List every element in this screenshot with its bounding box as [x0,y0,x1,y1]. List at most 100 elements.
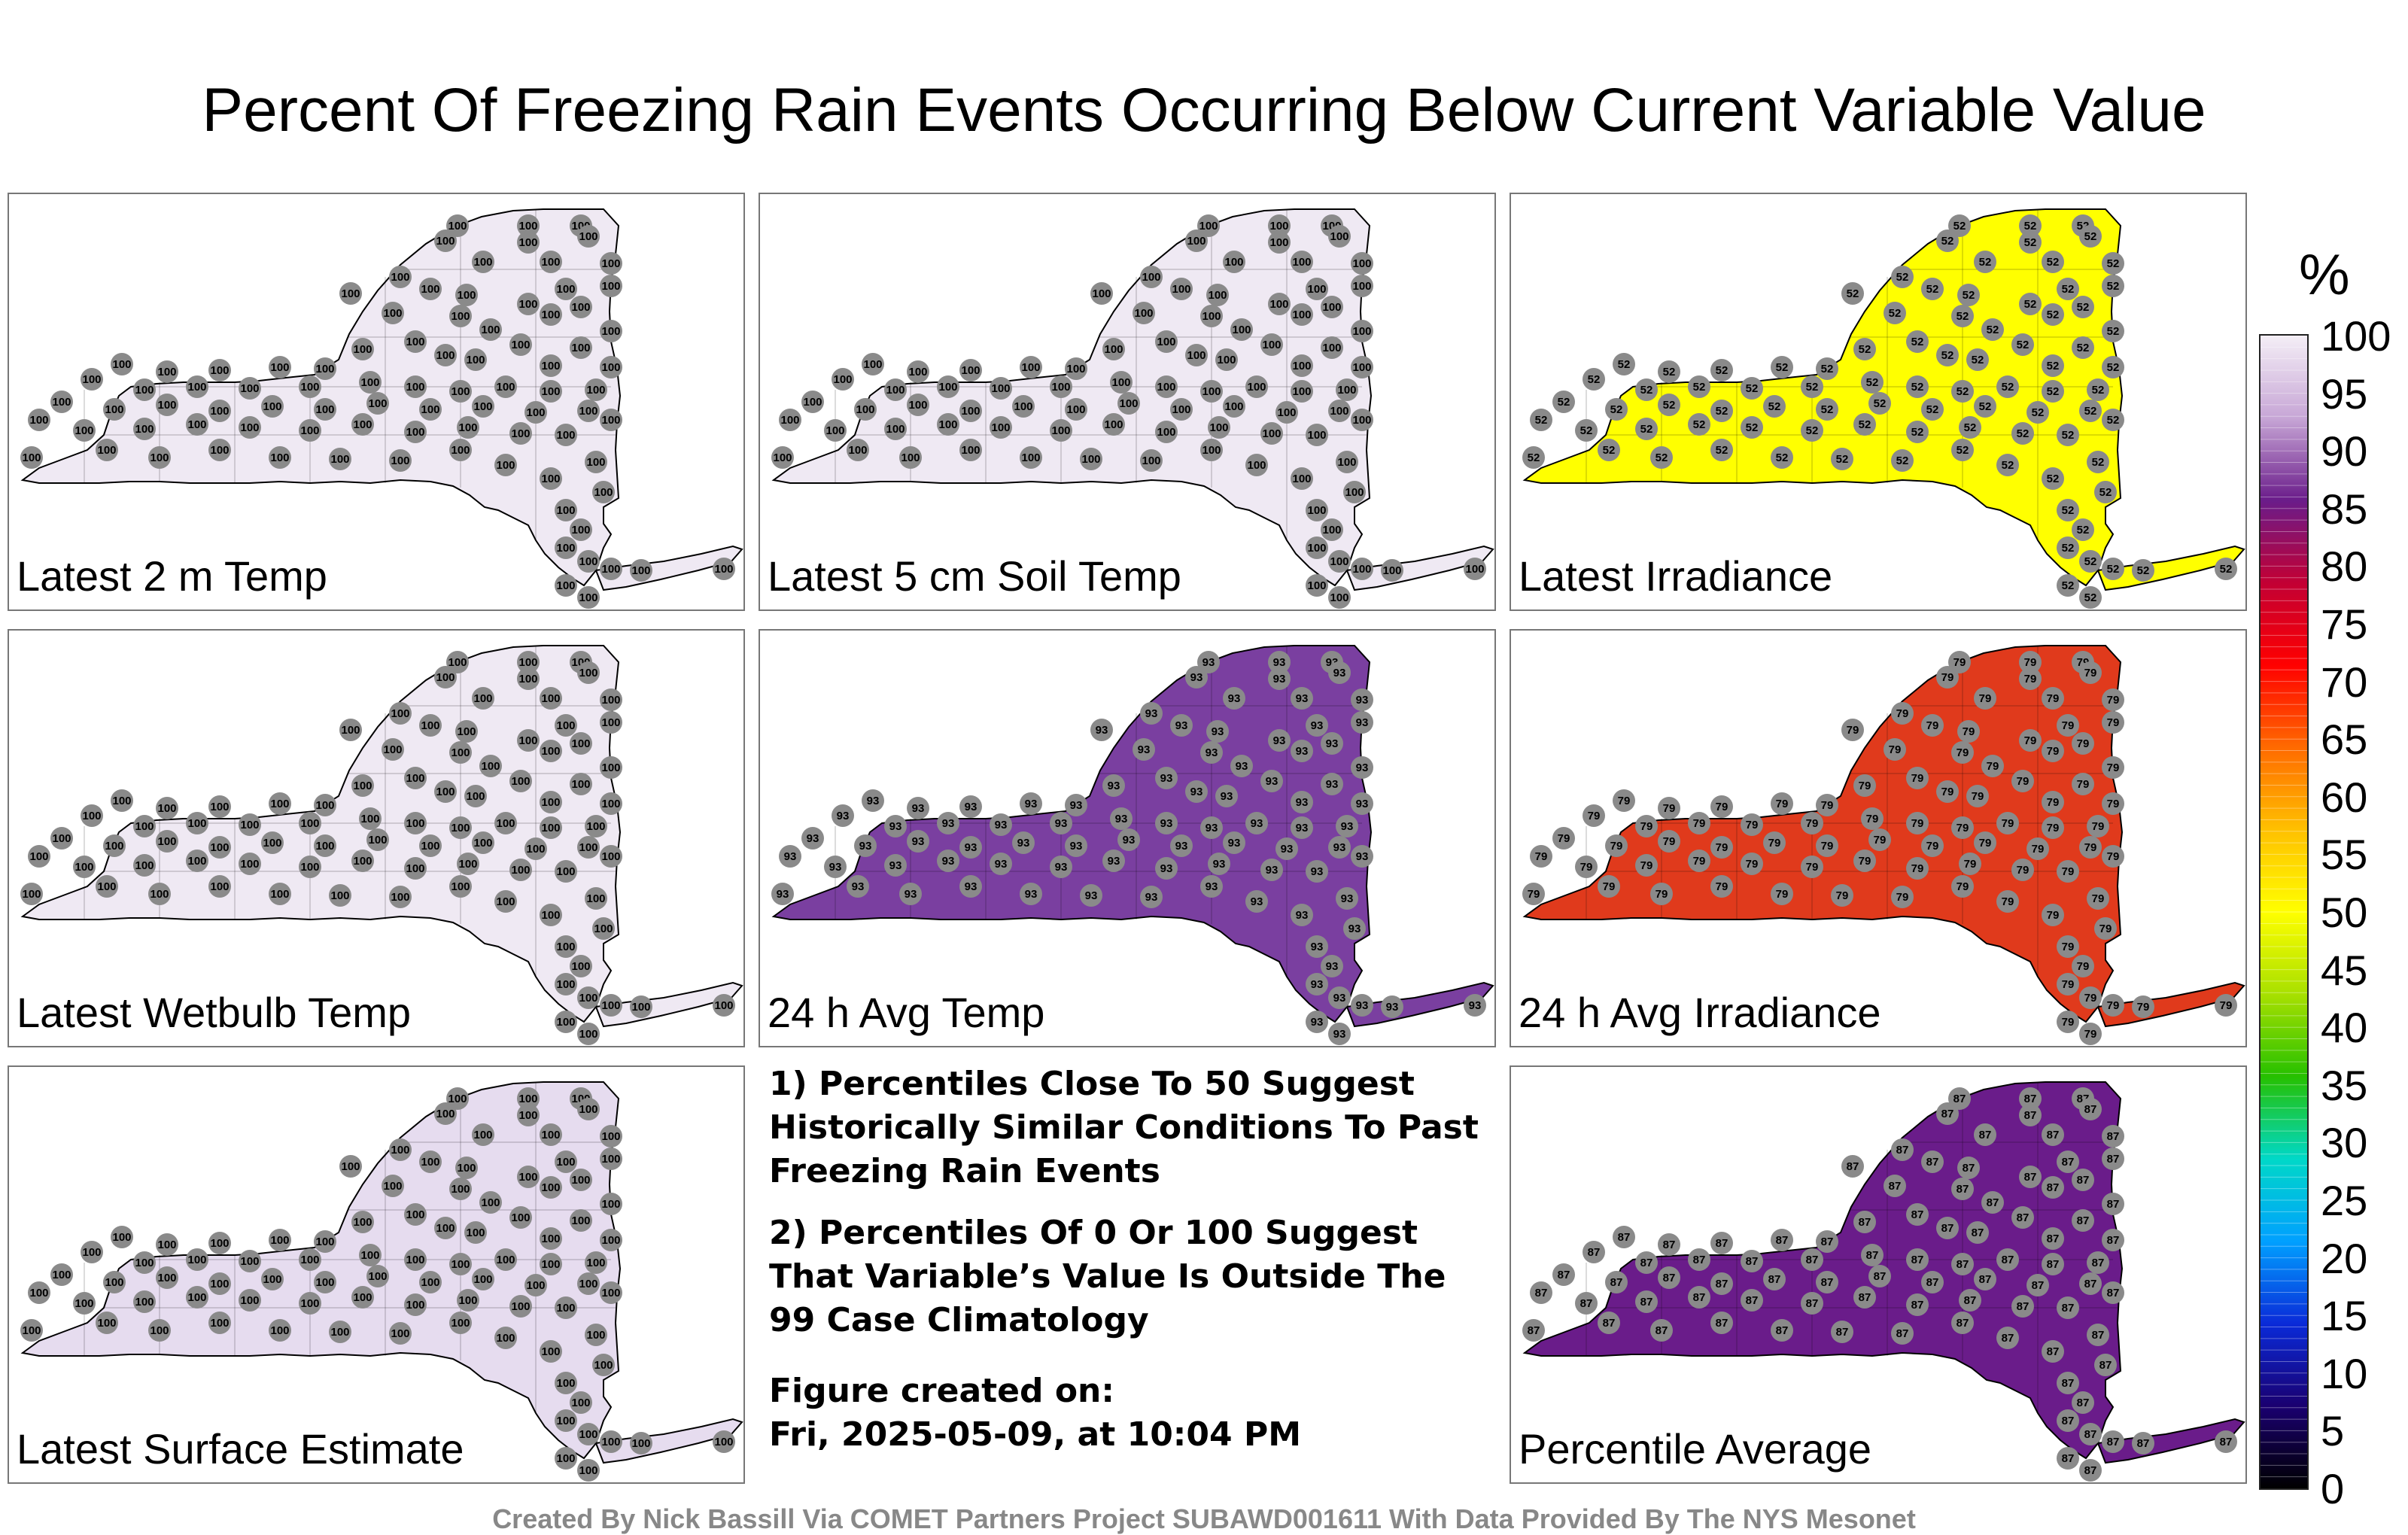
station-value: 100 [421,1276,439,1289]
station-marker: 100 [389,449,412,472]
station-value: 100 [714,563,733,576]
station-value: 100 [421,403,439,416]
station-marker: 100 [1321,518,1343,541]
station-value: 87 [1911,1299,1924,1312]
station-value: 52 [1693,418,1706,431]
station-value: 93 [905,888,917,901]
station-marker: 93 [1268,729,1291,752]
station-value: 52 [1896,454,1909,467]
station-value: 52 [1847,287,1859,300]
station-marker: 100 [1328,225,1351,248]
state-outline [771,645,1373,1023]
station-value: 79 [2084,992,2097,1005]
station-value: 100 [240,819,259,831]
station-value: 79 [1896,707,1909,720]
station-value: 87 [1618,1231,1631,1244]
station-value: 52 [1956,385,1969,398]
station-value: 100 [579,1028,597,1041]
station-marker: 100 [824,419,847,442]
station-marker: 93 [1306,714,1328,737]
station-value: 100 [496,1332,515,1345]
station-marker: 100 [148,883,171,905]
station-value: 100 [541,1129,560,1141]
station-value: 52 [1716,364,1728,377]
station-value: 79 [1859,855,1871,868]
station-value: 52 [1964,421,1977,434]
station-marker: 100 [339,282,362,305]
colorbar-tick-label: 20 [2321,1234,2368,1282]
station-value: 52 [1896,271,1909,284]
station-value: 52 [1821,403,1834,416]
station-value: 100 [961,364,980,377]
station-marker: 79 [1741,813,1763,836]
station-marker: 87 [2079,1272,2102,1295]
station-value: 100 [1217,354,1236,366]
station-value: 100 [210,364,229,377]
station-value: 79 [2024,656,2037,669]
station-value: 100 [1307,429,1326,442]
station-value: 93 [777,888,789,901]
station-value: 100 [135,384,154,397]
station-marker: 79 [1974,687,1996,710]
station-value: 93 [1213,858,1226,871]
station-marker: 100 [600,1281,622,1304]
station-value: 100 [601,1287,620,1299]
state-outline [20,208,622,587]
station-marker: 79 [2019,729,2042,752]
station-value: 87 [1896,1327,1909,1340]
station-marker: 100 [103,398,126,421]
station-marker: 52 [2019,231,2042,254]
station-marker: 100 [261,1268,284,1290]
station-marker: 100 [404,421,427,443]
station-marker: 79 [2042,791,2064,813]
station-value: 100 [541,1181,560,1194]
station-marker: 100 [261,395,284,418]
station-value: 100 [1269,236,1288,249]
station-value: 79 [2047,796,2060,809]
station-marker: 87 [1868,1265,1891,1287]
station-value: 52 [2084,405,2097,418]
station-value: 79 [1716,841,1728,854]
station-marker: 100 [577,400,600,422]
station-value: 100 [406,426,424,439]
station-value: 100 [1352,325,1371,338]
station-marker: 100 [133,854,156,877]
station-value: 100 [601,1130,620,1143]
station-value: 87 [1953,1093,1966,1105]
station-value: 100 [518,1171,537,1184]
station-marker: 100 [600,1193,622,1215]
station-value: 100 [541,360,560,372]
station-marker: 52 [1801,375,1823,398]
station-marker: 79 [2057,973,2079,995]
station-value: 52 [1953,220,1966,233]
station-value: 100 [601,716,620,729]
station-value: 93 [1202,656,1215,669]
station-value: 100 [1277,406,1296,419]
station-marker: 100 [577,836,600,859]
station-marker: 100 [449,439,472,461]
station-value: 93 [1115,813,1128,825]
station-marker: 52 [2042,380,2064,403]
station-marker: 100 [577,550,600,573]
station-value: 100 [187,1254,206,1266]
station-value: 100 [1307,579,1326,592]
station-marker: 52 [1613,353,1635,375]
station-marker: 87 [2215,1430,2237,1453]
station-marker: 52 [1831,448,1853,470]
station-value: 87 [2077,1214,2090,1227]
station-value: 87 [2137,1437,2150,1450]
station-marker: 100 [479,318,502,341]
station-value: 87 [1896,1144,1909,1157]
station-value: 52 [2084,555,2097,568]
station-value: 100 [1202,310,1221,323]
station-value: 93 [1273,656,1286,669]
station-marker: 52 [2094,481,2117,503]
station-marker: 52 [1710,439,1733,461]
station-marker: 79 [1906,767,1929,789]
station-value: 100 [391,271,409,284]
station-value: 93 [965,841,977,854]
station-value: 100 [330,1326,349,1339]
station-marker: 100 [990,416,1012,439]
station-value: 79 [1859,780,1871,792]
station-value: 87 [1776,1324,1789,1337]
